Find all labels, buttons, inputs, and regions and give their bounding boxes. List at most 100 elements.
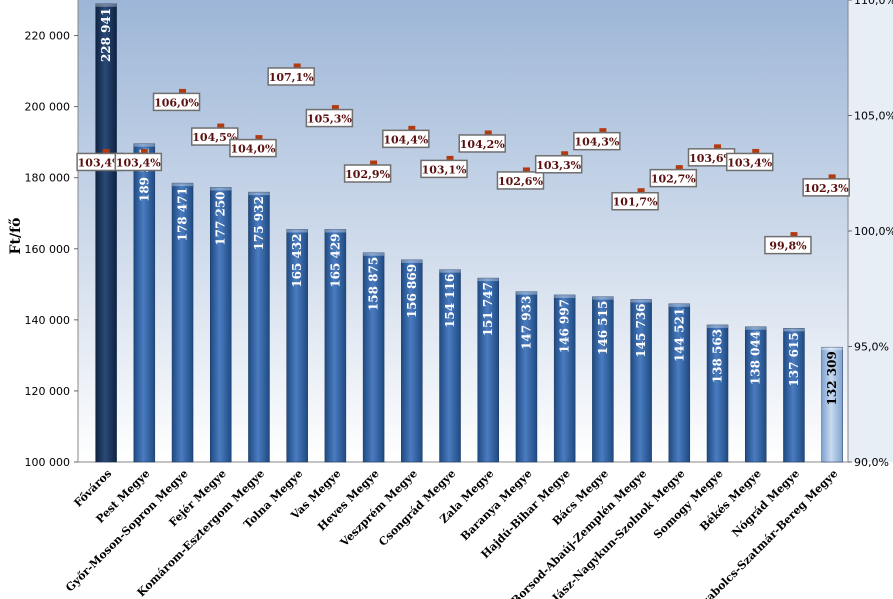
bar-value-label: 144 521 bbox=[672, 308, 686, 362]
index-marker bbox=[179, 88, 187, 96]
bar bbox=[133, 143, 156, 463]
index-label: 102,9% bbox=[345, 168, 390, 181]
bar-cap bbox=[477, 278, 499, 282]
index-label: 103,4% bbox=[727, 156, 772, 169]
index-marker bbox=[599, 128, 607, 136]
bar-cap bbox=[95, 3, 117, 7]
category-label: Somogy Megye bbox=[651, 467, 726, 542]
bar-cap bbox=[210, 187, 232, 191]
index-label-box bbox=[802, 178, 850, 197]
bar bbox=[209, 187, 232, 463]
bar-value-label: 137 615 bbox=[787, 332, 801, 386]
y2-tick-label: 110,0% bbox=[854, 0, 893, 7]
index-label: 103,4% bbox=[78, 156, 123, 169]
index-label-box bbox=[305, 108, 354, 128]
bar bbox=[821, 346, 843, 463]
index-label: 103,3% bbox=[536, 159, 581, 172]
index-marker bbox=[522, 167, 530, 175]
index-label: 103,4% bbox=[116, 156, 161, 169]
bar-cap bbox=[401, 259, 423, 263]
index-label: 107,1% bbox=[269, 71, 314, 84]
bar-cap bbox=[439, 269, 461, 273]
index-marker bbox=[484, 130, 492, 138]
index-markers bbox=[102, 63, 836, 240]
bar-cap bbox=[286, 229, 308, 233]
y2-axis-ticks: 90,0% 95,0% 100,0% 105,0% 110,0% bbox=[848, 0, 893, 469]
index-marker bbox=[293, 63, 301, 71]
index-label-box bbox=[458, 134, 506, 153]
bar bbox=[592, 296, 614, 463]
index-label-box bbox=[114, 152, 163, 172]
bar-cap bbox=[515, 291, 537, 295]
bar-cap bbox=[783, 328, 805, 332]
bar-value-label: 154 116 bbox=[443, 274, 457, 328]
bar-value-label: 132 309 bbox=[825, 351, 839, 405]
bar bbox=[362, 252, 385, 463]
bar-cap bbox=[324, 229, 346, 233]
index-label-box bbox=[534, 155, 583, 174]
bar-value-label: 147 933 bbox=[519, 296, 533, 350]
index-label: 105,3% bbox=[307, 113, 352, 126]
bar bbox=[706, 324, 729, 463]
index-marker bbox=[217, 123, 225, 131]
bar bbox=[744, 326, 767, 463]
bar-cap bbox=[592, 296, 614, 300]
bar-value-label: 138 044 bbox=[749, 331, 763, 385]
index-label: 99,8% bbox=[769, 240, 807, 253]
plot-background bbox=[78, 0, 848, 462]
bar-cap bbox=[821, 347, 843, 351]
index-label-box bbox=[229, 138, 277, 158]
index-marker bbox=[714, 144, 722, 152]
index-label: 106,0% bbox=[154, 96, 199, 109]
y-tick-label: 160 000 bbox=[25, 243, 71, 256]
bar bbox=[439, 269, 461, 463]
category-label: Baranya Megye bbox=[458, 467, 534, 543]
y2-tick-label: 95,0% bbox=[854, 341, 889, 354]
y2-tick-label: 105,0% bbox=[854, 110, 893, 123]
index-label-box bbox=[725, 152, 774, 172]
index-marker bbox=[140, 148, 148, 156]
index-label: 104,0% bbox=[231, 143, 276, 156]
bar-cap bbox=[248, 192, 270, 196]
index-label-box bbox=[496, 171, 545, 190]
bar-value-label: 165 429 bbox=[328, 233, 342, 287]
bar-cap bbox=[133, 143, 155, 147]
index-label-box bbox=[190, 127, 239, 146]
bar bbox=[248, 191, 270, 463]
y2-tick-label: 100,0% bbox=[854, 225, 893, 238]
index-marker bbox=[752, 148, 760, 156]
index-marker bbox=[446, 155, 454, 163]
bar-cap bbox=[630, 299, 652, 303]
bar bbox=[171, 182, 194, 463]
index-label: 103,6% bbox=[689, 152, 734, 165]
index-marker bbox=[828, 174, 836, 182]
y-axis-label: Ft/fő bbox=[8, 218, 24, 255]
bar-cap bbox=[363, 252, 385, 256]
y-tick-label: 140 000 bbox=[25, 314, 71, 327]
y-tick-label: 120 000 bbox=[25, 385, 71, 398]
index-marker bbox=[675, 165, 683, 173]
index-label-box bbox=[764, 235, 812, 255]
index-label: 104,4% bbox=[383, 133, 428, 146]
index-label-box bbox=[573, 131, 621, 151]
index-marker bbox=[331, 105, 339, 113]
index-marker bbox=[561, 151, 569, 159]
y-tick-label: 100 000 bbox=[25, 456, 71, 469]
index-labels: 103,4%103,4%106,0%104,5%104,0%107,1%105,… bbox=[76, 67, 850, 255]
index-label-box bbox=[152, 92, 201, 112]
y-tick-label: 180 000 bbox=[25, 172, 71, 185]
index-label: 102,6% bbox=[498, 175, 543, 188]
bar-cap bbox=[668, 303, 690, 307]
bar-value-label: 177 250 bbox=[214, 191, 228, 245]
bar-value-label: 146 997 bbox=[558, 299, 572, 353]
bar-cap bbox=[554, 294, 576, 298]
y-axis-ticks: 100 000 120 000 140 000 160 000 180 000 200 0… bbox=[25, 30, 78, 469]
y-tick-label: 200 000 bbox=[25, 101, 71, 114]
bar-value-label: 158 875 bbox=[367, 257, 381, 311]
bar-value-label: 175 932 bbox=[252, 196, 266, 250]
bar-value-label: 228 941 bbox=[99, 8, 113, 62]
index-marker bbox=[370, 160, 378, 168]
